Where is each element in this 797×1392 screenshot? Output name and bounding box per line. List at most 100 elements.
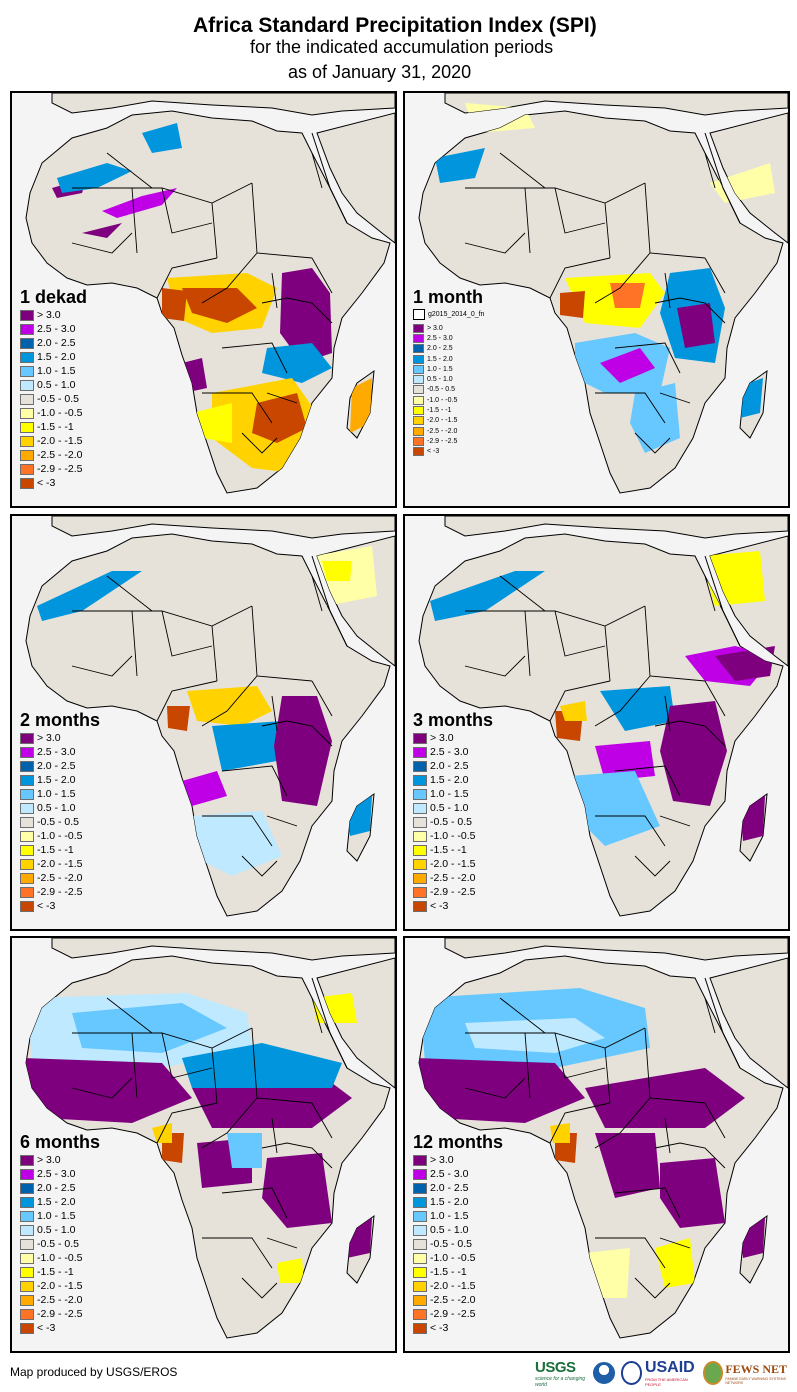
noaa-emblem-icon — [592, 1362, 615, 1384]
country-border — [211, 202, 218, 259]
map-legend: 2 months > 3.0 2.5 - 3.0 2.0 - 2.5 1.5 - 2.0… — [20, 710, 100, 913]
noaa-logo — [592, 1362, 615, 1384]
country-border — [202, 815, 273, 847]
legend-swatch — [413, 1154, 427, 1166]
legend-swatch — [413, 872, 427, 884]
legend-item: -2.5 - -2.0 — [20, 871, 100, 885]
country-border — [201, 252, 258, 304]
legend-swatch — [413, 1210, 427, 1222]
legend-label: -2.5 - -2.0 — [37, 872, 83, 884]
spi-region--1.5_-_-1 — [655, 1238, 695, 1288]
spi-region-_3.0 — [595, 1133, 660, 1198]
spi-region--1.0_-_-0.5 — [465, 103, 535, 133]
legend-swatch — [413, 900, 427, 912]
legend-item: 2.5 - 3.0 — [413, 1167, 503, 1181]
legend-swatch — [413, 364, 424, 374]
legend-item: -2.5 - -2.0 — [20, 1293, 100, 1307]
country-border — [654, 1142, 726, 1169]
legend-label: -1.0 - -0.5 — [37, 830, 83, 842]
country-border — [464, 655, 526, 677]
legend-label: 1.0 - 1.5 — [37, 365, 76, 377]
agency-logos: USGS science for a changing world USAID … — [535, 1358, 795, 1388]
country-border — [704, 257, 726, 294]
country-border — [211, 625, 218, 682]
usaid-logo: USAID FROM THE AMERICAN PEOPLE — [620, 1359, 698, 1387]
country-border — [131, 610, 138, 677]
legend-swatch — [413, 802, 427, 814]
legend-label: -2.5 - -2.0 — [427, 427, 458, 435]
legend-item: 2.5 - 3.0 — [20, 745, 100, 759]
legend-swatch — [413, 447, 424, 457]
legend-item: -1.0 - -0.5 — [413, 829, 493, 843]
legend-label: > 3.0 — [427, 324, 443, 332]
legend-label: 1.5 - 2.0 — [37, 1196, 76, 1208]
legend-label: -2.9 - -2.5 — [37, 463, 83, 475]
page-subtitle: for the indicated accumulation periods — [250, 37, 554, 57]
legend-swatch — [413, 375, 424, 385]
legend-item: -1.0 - -0.5 — [413, 1251, 503, 1265]
legend-item: -2.5 - -2.0 — [413, 1293, 503, 1307]
legend-swatch — [413, 1252, 427, 1264]
legend-item: 0.5 - 1.0 — [413, 1223, 503, 1237]
legend-item: 0.5 - 1.0 — [20, 378, 87, 392]
map-panel-1-dekad: 1 dekad > 3.0 2.5 - 3.0 2.0 - 2.5 1.5 - 2.0 1… — [10, 91, 397, 508]
legend-swatch — [413, 1322, 427, 1334]
legend-swatch — [20, 844, 34, 856]
legend-item: 2.0 - 2.5 — [413, 759, 493, 773]
legend-item: 2.5 - 3.0 — [413, 745, 493, 759]
spi-region--2.5_-_-2.0 — [350, 378, 372, 433]
country-border — [311, 152, 323, 189]
legend-label: -1.5 - -1 — [37, 1266, 74, 1278]
legend-item: 1.5 - 2.0 — [413, 773, 493, 787]
map-legend: 1 month g2015_2014_0_fn > 3.0 2.5 - 3.0 2.0 … — [413, 287, 484, 457]
usaid-tagline: FROM THE AMERICAN PEOPLE — [644, 1377, 688, 1387]
legend-item: -2.0 - -1.5 — [413, 1279, 503, 1293]
spi-region-1.5_-_2.0 — [142, 123, 182, 153]
country-border — [71, 1077, 133, 1099]
legend-label: < -3 — [37, 477, 56, 489]
spi-region-1.5_-_2.0 — [182, 1043, 342, 1088]
country-border — [604, 1047, 611, 1104]
legend-item: -0.5 - 0.5 — [413, 385, 484, 395]
legend-item: -2.9 - -2.5 — [20, 885, 100, 899]
country-border — [594, 675, 651, 727]
spi-region-_3.0 — [419, 1058, 585, 1123]
map-legend: 1 dekad > 3.0 2.5 - 3.0 2.0 - 2.5 1.5 - 2.0 1… — [20, 287, 87, 490]
legend-item: -1.5 - -1 — [413, 843, 493, 857]
country-border — [271, 695, 278, 732]
legend-item: -2.0 - -1.5 — [20, 857, 100, 871]
country-border — [614, 1187, 681, 1219]
legend-item: -2.5 - -2.0 — [413, 426, 484, 436]
legend-label: -2.9 - -2.5 — [427, 437, 458, 445]
country-border — [221, 765, 288, 797]
legend-item: -2.9 - -2.5 — [20, 462, 87, 476]
spi-anomaly-layer — [26, 993, 372, 1283]
country-border — [634, 1277, 671, 1299]
country-border — [664, 695, 671, 732]
panel-title: 6 months — [20, 1132, 101, 1152]
legend-swatch — [20, 351, 34, 363]
country-border — [241, 855, 278, 877]
legend-swatch — [20, 1322, 34, 1334]
spi-region-_-3 — [182, 288, 257, 323]
legend-label: < -3 — [430, 1322, 449, 1334]
legend-label: 0.5 - 1.0 — [430, 1224, 469, 1236]
country-border — [271, 272, 278, 309]
legend-label: > 3.0 — [37, 309, 61, 321]
country-border — [614, 342, 681, 374]
legend-swatch — [20, 774, 34, 786]
red-sea-coastline — [704, 977, 741, 1069]
legend-swatch — [413, 788, 427, 800]
fewsnet-logo-text: FEWS NET — [725, 1361, 787, 1376]
legend-label: > 3.0 — [430, 732, 454, 744]
legend-label: -2.0 - -1.5 — [427, 417, 458, 425]
legend-label: -1.0 - -0.5 — [430, 830, 476, 842]
country-border — [499, 575, 546, 612]
legend-swatch — [20, 1294, 34, 1306]
legend-item: 1.0 - 1.5 — [413, 787, 493, 801]
legend-label: -2.9 - -2.5 — [37, 886, 83, 898]
spi-region-_3.0 — [280, 268, 332, 363]
legend-label: -2.5 - -2.0 — [430, 1294, 476, 1306]
legend-item: < -3 — [413, 1321, 503, 1335]
legend-label: -2.5 - -2.0 — [430, 872, 476, 884]
